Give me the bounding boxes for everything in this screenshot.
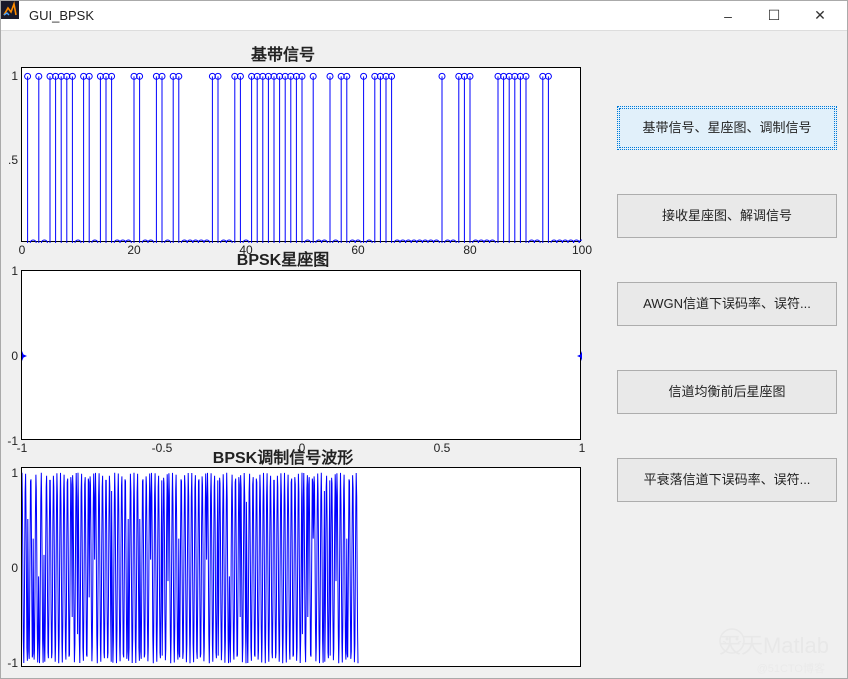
baseband-axes: 020406080100.51 bbox=[21, 67, 581, 242]
watermark-subtext: @51CTO博客 bbox=[757, 660, 825, 676]
watermark-text: 天天Matlab bbox=[719, 628, 829, 660]
baseband-constellation-modulation-button[interactable]: 基带信号、星座图、调制信号 bbox=[617, 106, 837, 150]
window-controls: – ☐ ✕ bbox=[705, 1, 843, 30]
modulated-ytick: -1 bbox=[7, 656, 22, 670]
equalization-constellation-button[interactable]: 信道均衡前后星座图 bbox=[617, 370, 837, 414]
window-title: GUI_BPSK bbox=[29, 8, 705, 23]
matlab-icon bbox=[5, 7, 23, 25]
content-panel: 基带信号 020406080100.51 BPSK星座图 -1-0.500.51… bbox=[1, 31, 847, 678]
constellation-title: BPSK星座图 bbox=[3, 246, 563, 270]
modulated-ytick: 0 bbox=[11, 561, 22, 575]
plot-area: 基带信号 020406080100.51 BPSK星座图 -1-0.500.51… bbox=[3, 39, 608, 674]
constellation-axes: -1-0.500.51-101 bbox=[21, 270, 581, 440]
constellation-ytick: 1 bbox=[11, 264, 22, 278]
received-constellation-demod-button[interactable]: 接收星座图、解调信号 bbox=[617, 194, 837, 238]
titlebar: GUI_BPSK – ☐ ✕ bbox=[1, 1, 847, 31]
constellation-xtick: 1 bbox=[579, 439, 586, 455]
constellation-plot bbox=[22, 271, 582, 441]
flat-fading-error-rate-button[interactable]: 平衰落信道下误码率、误符... bbox=[617, 458, 837, 502]
modulated-plot bbox=[22, 468, 582, 668]
button-panel: 基带信号、星座图、调制信号 接收星座图、解调信号 AWGN信道下误码率、误符..… bbox=[617, 106, 837, 546]
constellation-ytick: 0 bbox=[11, 349, 22, 363]
maximize-button[interactable]: ☐ bbox=[751, 1, 797, 30]
modulated-title: BPSK调制信号波形 bbox=[3, 444, 563, 468]
baseband-ytick: .5 bbox=[8, 153, 22, 167]
baseband-title: 基带信号 bbox=[3, 41, 563, 65]
modulated-axes: -101 bbox=[21, 467, 581, 667]
baseband-ytick: 1 bbox=[11, 69, 22, 83]
baseband-xtick: 100 bbox=[572, 241, 592, 257]
close-button[interactable]: ✕ bbox=[797, 1, 843, 30]
awgn-error-rate-button[interactable]: AWGN信道下误码率、误符... bbox=[617, 282, 837, 326]
watermark: 天天Matlab bbox=[719, 628, 829, 660]
minimize-button[interactable]: – bbox=[705, 1, 751, 30]
modulated-ytick: 1 bbox=[11, 466, 22, 480]
app-window: GUI_BPSK – ☐ ✕ 基带信号 020406080100.51 BPSK… bbox=[0, 0, 848, 679]
baseband-plot bbox=[22, 68, 582, 243]
